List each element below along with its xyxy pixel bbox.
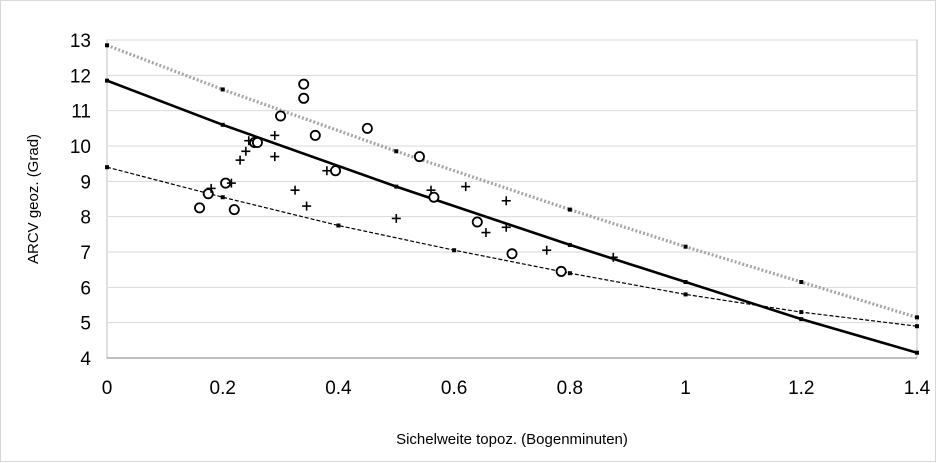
- line-vertex-marker: [799, 310, 804, 315]
- line-vertex-marker: [915, 350, 919, 355]
- trend-line-dashed: [106, 166, 918, 327]
- circle-marker: [330, 165, 342, 177]
- plot-background: [106, 39, 918, 359]
- circle-marker: [428, 191, 440, 203]
- plus-marker: [270, 152, 280, 162]
- x-tick-label: 0.4: [325, 378, 352, 399]
- line-vertex-marker: [915, 315, 919, 320]
- line-vertex-marker: [915, 324, 919, 329]
- line-vertex-marker: [799, 280, 804, 285]
- line-vertex-marker: [336, 223, 341, 228]
- circle-marker: [309, 129, 321, 141]
- plus-marker: [501, 222, 511, 232]
- plus-marker: [481, 228, 491, 238]
- circle-marker: [361, 122, 373, 134]
- plus-marker: [302, 201, 312, 211]
- x-tick-label: 1: [680, 378, 691, 399]
- circle-marker: [298, 92, 310, 104]
- line-vertex-marker: [683, 292, 688, 297]
- y-tick-label: 9: [80, 172, 91, 193]
- y-tick-label: 8: [80, 208, 91, 229]
- x-tick-label: 0: [102, 378, 113, 399]
- y-tick-label: 10: [70, 137, 91, 158]
- line-vertex-marker: [567, 207, 572, 212]
- line-vertex-marker: [567, 271, 572, 276]
- line-vertex-marker: [220, 122, 225, 127]
- x-tick-label: 1.4: [904, 378, 931, 399]
- line-vertex-marker: [683, 244, 688, 249]
- plus-marker: [241, 146, 251, 156]
- y-tick-label: 13: [70, 31, 91, 52]
- plus-marker: [226, 178, 236, 188]
- plus-marker: [270, 130, 280, 140]
- x-axis-ticks: 0 0.2 0.4 0.6 0.8 1 1.2 1.4: [102, 378, 931, 399]
- y-axis-title: ARCV geoz. (Grad): [25, 134, 42, 264]
- line-vertex-marker: [394, 149, 399, 154]
- plus-marker: [608, 252, 618, 262]
- circle-marker: [251, 136, 263, 148]
- x-tick-label: 0.6: [441, 378, 467, 399]
- circle-marker: [275, 110, 287, 122]
- data-markers: [194, 78, 618, 277]
- plus-marker: [461, 182, 471, 192]
- y-axis-ticks: 4 5 6 7 8 9 10 11 12 13: [70, 31, 92, 370]
- circle-marker: [298, 78, 310, 90]
- plot-area: [106, 39, 918, 359]
- circle-marker: [194, 202, 206, 214]
- plus-marker: [501, 196, 511, 206]
- line-vertex-marker: [105, 165, 109, 170]
- plus-marker: [206, 183, 216, 193]
- plus-marker: [290, 185, 300, 195]
- gridlines: [107, 39, 917, 359]
- line-vertex-marker: [683, 280, 688, 285]
- y-tick-label: 7: [80, 243, 91, 264]
- circle-marker: [413, 151, 425, 163]
- circle-marker: [228, 204, 240, 216]
- y-tick-label: 6: [80, 278, 91, 299]
- plus-marker: [426, 185, 436, 195]
- trend-lines: [105, 43, 919, 355]
- line-vertex-marker: [220, 87, 225, 92]
- x-tick-label: 0.8: [557, 378, 583, 399]
- x-tick-label: 0.2: [210, 378, 236, 399]
- line-vertex-marker: [452, 248, 457, 253]
- line-vertex-marker: [220, 195, 225, 200]
- plus-marker: [235, 155, 245, 165]
- circle-marker: [471, 216, 483, 228]
- circle-marker: [506, 248, 518, 260]
- plus-marker: [244, 136, 254, 146]
- y-tick-label: 4: [80, 349, 91, 370]
- line-vertex-marker: [105, 43, 109, 48]
- x-tick-label: 1.2: [788, 378, 814, 399]
- line-vertex-marker: [394, 184, 399, 189]
- line-vertex-marker: [567, 242, 572, 247]
- plus-marker: [391, 213, 401, 223]
- plus-marker: [542, 245, 552, 255]
- y-tick-label: 12: [70, 66, 91, 87]
- y-tick-label: 11: [71, 102, 91, 123]
- circle-marker: [555, 265, 567, 277]
- x-axis-title: Sichelweite topoz. (Bogenminuten): [396, 431, 628, 448]
- y-tick-label: 5: [80, 314, 91, 335]
- line-vertex-marker: [799, 317, 804, 322]
- plus-marker: [322, 166, 332, 176]
- line-vertex-marker: [105, 78, 109, 83]
